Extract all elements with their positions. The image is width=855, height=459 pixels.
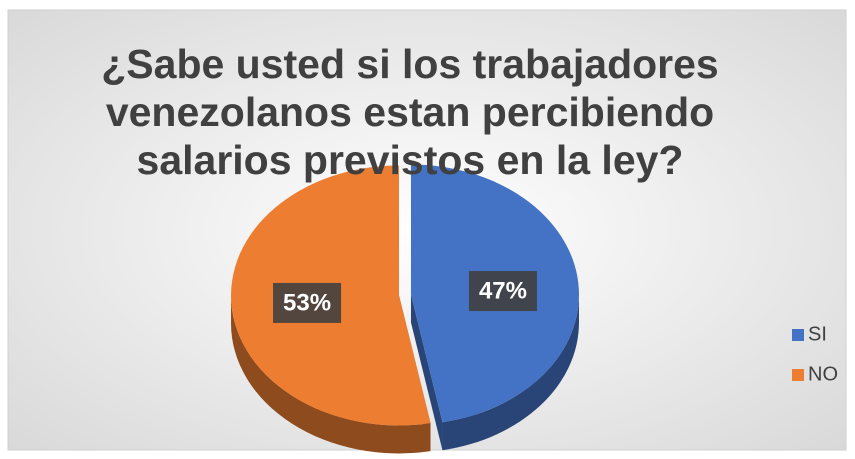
pie-side [442, 294, 579, 451]
pie-side [231, 295, 431, 454]
legend-label: SI [808, 323, 827, 345]
legend-label: NO [808, 363, 838, 385]
data-label: 47% [479, 277, 527, 304]
pie-cut-face [410, 294, 443, 451]
legend-swatch [792, 329, 804, 341]
data-label: 53% [283, 289, 331, 316]
data-label-box [468, 271, 537, 312]
legend-swatch [792, 369, 804, 381]
data-label-box [273, 282, 342, 323]
chart-title: ¿Sabe usted si los trabajadores venezola… [101, 41, 719, 183]
